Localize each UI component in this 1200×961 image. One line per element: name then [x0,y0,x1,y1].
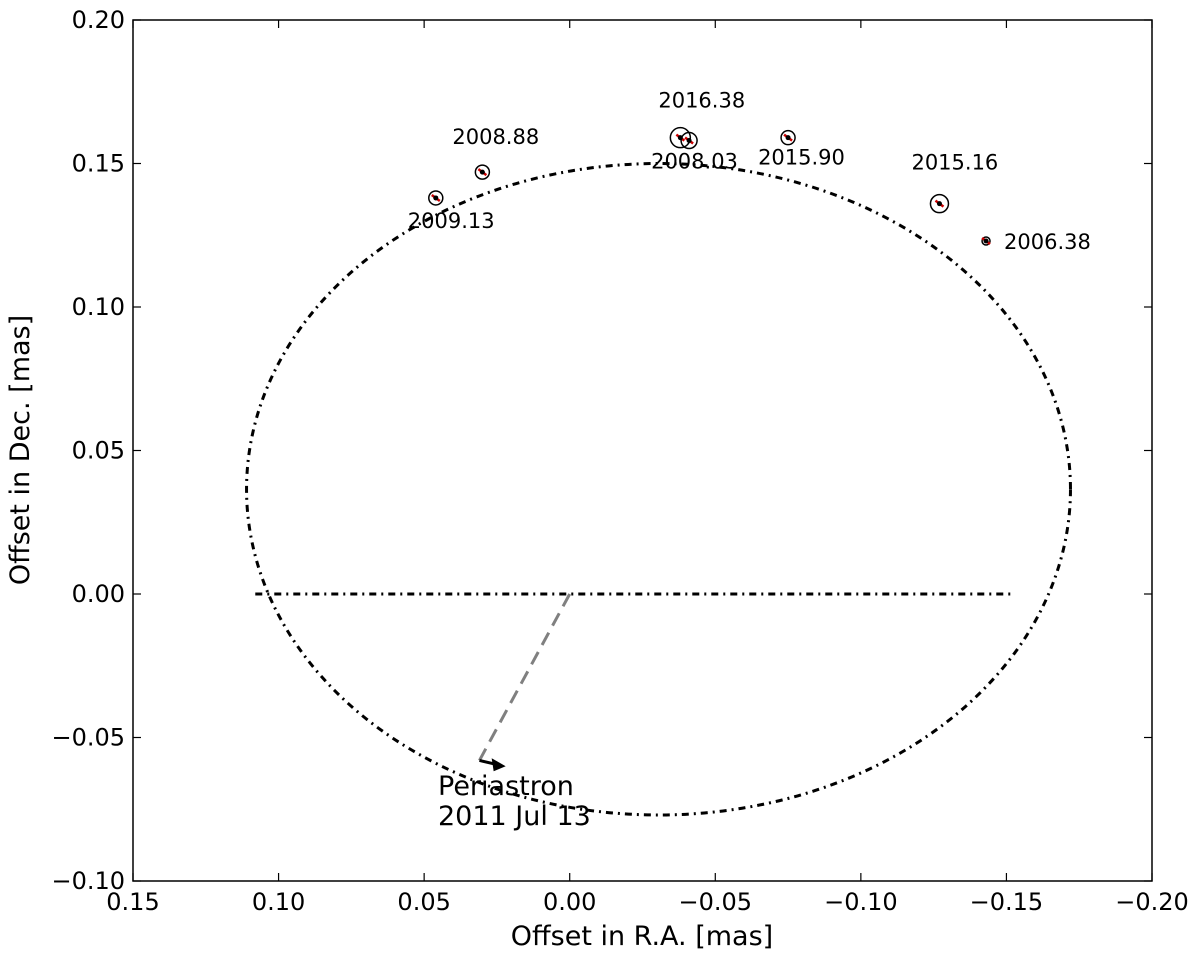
periastron-label-line2: 2011 Jul 13 [438,801,591,832]
data-point-marker [686,138,692,144]
x-axis-label: Offset in R.A. [mas] [511,921,773,952]
x-tick-label: 0.00 [543,888,596,916]
data-point-label: 2006.38 [1004,230,1091,254]
y-tick-label: 0.00 [72,580,125,608]
axis-ticks: 0.15 0.10 0.05 0.00 −0.05 −0.10 −0.15 −0.20 −0.1… [51,6,1188,916]
x-tick-label: 0.15 [106,888,159,916]
data-point-error-circle [669,126,692,149]
y-tick-label: 0.20 [72,6,125,34]
y-axis-label: Offset in Dec. [mas] [5,315,36,585]
y-tick-label: 0.15 [72,150,125,178]
x-tick-label: −0.15 [970,888,1044,916]
x-tick-label: −0.20 [1115,888,1189,916]
y-tick-label: 0.05 [72,437,125,465]
data-point-label: 2008.03 [651,150,738,174]
data-point-label: 2015.90 [758,146,845,170]
x-tick-label: 0.05 [397,888,450,916]
data-points: 2009.13 2008.88 2016.38 2008.03 2015.90 2015.… [408,89,1091,254]
data-point-error-circle [680,131,698,150]
data-point-marker [983,238,989,244]
y-tick-label: −0.10 [51,867,125,895]
data-point-marker [479,169,485,175]
x-tick-label: −0.05 [679,888,753,916]
data-point-label: 2016.38 [658,89,745,113]
periastron-label-line1: Periastron [438,771,574,802]
y-tick-label: 0.10 [72,293,125,321]
data-point-error-circle [474,164,491,180]
orbit-group [245,162,1072,817]
data-point-label: 2015.16 [911,151,998,175]
data-point-error-circle [780,129,796,146]
data-point-label: 2008.88 [452,125,539,149]
plot-area [132,19,1153,882]
data-point-marker [936,201,942,207]
data-point-error-circle [428,190,444,206]
y-tick-label: −0.05 [51,724,125,752]
data-point-error-circle [981,236,991,246]
periastron-arrowhead [491,758,506,772]
data-point-label: 2009.13 [408,209,495,233]
orbit-ellipse [245,162,1072,817]
x-tick-label: −0.10 [824,888,898,916]
periastron-line [478,593,572,762]
x-tick-label: 0.10 [252,888,305,916]
data-point-marker [433,195,439,201]
data-point-marker [785,135,791,141]
data-point-error-circle [929,193,950,214]
